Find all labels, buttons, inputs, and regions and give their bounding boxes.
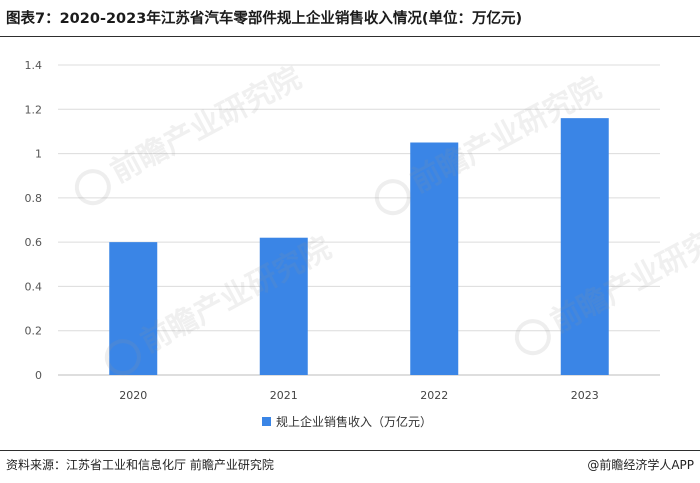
x-tick-label: 2020 — [119, 389, 147, 402]
x-tick-label: 2021 — [270, 389, 298, 402]
x-tick-label: 2023 — [571, 389, 599, 402]
chart-title: 图表7：2020-2023年江苏省汽车零部件规上企业销售收入情况(单位：万亿元) — [6, 11, 523, 27]
y-tick-label: 0.4 — [25, 280, 43, 293]
bar-chart: 0 0.2 0.4 0.6 0.8 1 1.2 1.4 2020 2021 2022 2023 规上企业… — [25, 59, 660, 429]
chart-area: 0 0.2 0.4 0.6 0.8 1 1.2 1.4 2020 2021 2022 2023 规上企业… — [0, 40, 700, 450]
y-tick-label: 1.4 — [25, 59, 43, 72]
y-tick-label: 1 — [35, 148, 42, 161]
footer-divider — [0, 450, 700, 451]
y-tick-label: 0.8 — [25, 192, 43, 205]
y-tick-label: 0.2 — [25, 325, 43, 338]
source-note: 资料来源：江苏省工业和信息化厅 前瞻产业研究院 — [6, 458, 274, 472]
y-tick-label: 0.6 — [25, 236, 43, 249]
credit-note: @前瞻经济学人APP — [587, 458, 694, 472]
bar — [109, 242, 158, 375]
bar — [410, 142, 459, 375]
bar — [560, 118, 609, 376]
y-tick-label: 1.2 — [25, 103, 43, 116]
bar — [259, 237, 308, 375]
y-tick-label: 0 — [35, 369, 42, 382]
legend-swatch — [262, 417, 271, 426]
title-divider — [0, 36, 700, 37]
x-tick-label: 2022 — [420, 389, 448, 402]
legend-label: 规上企业销售收入（万亿元） — [276, 414, 432, 429]
